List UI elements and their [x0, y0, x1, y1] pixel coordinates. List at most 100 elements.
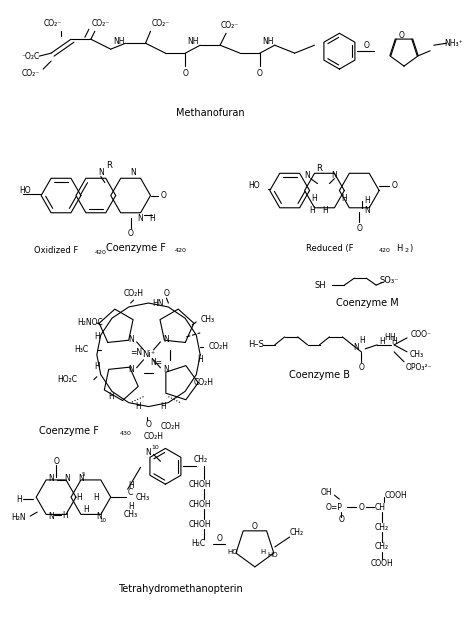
- Text: N: N: [78, 474, 84, 483]
- Text: H: H: [260, 549, 265, 555]
- Text: CHOH: CHOH: [189, 520, 211, 529]
- Text: H: H: [128, 480, 134, 490]
- Text: 5: 5: [81, 472, 85, 477]
- Text: COOH: COOH: [385, 490, 408, 500]
- Text: HO: HO: [228, 549, 238, 555]
- Text: H₂NOC: H₂NOC: [77, 318, 103, 328]
- Text: CH₂: CH₂: [375, 522, 389, 532]
- Text: H: H: [83, 505, 89, 514]
- Text: NH: NH: [262, 37, 273, 46]
- Text: ⁻O₂C: ⁻O₂C: [21, 52, 39, 61]
- Text: H: H: [150, 214, 155, 223]
- Text: N: N: [137, 214, 144, 223]
- Text: N=: N=: [150, 358, 163, 368]
- Text: CH₃: CH₃: [200, 316, 214, 324]
- Text: H: H: [389, 333, 395, 343]
- Text: Coenzyme B: Coenzyme B: [289, 369, 350, 380]
- Text: O: O: [128, 229, 134, 238]
- Text: N: N: [354, 343, 359, 353]
- Text: HO: HO: [267, 552, 278, 558]
- Text: CH₃: CH₃: [124, 510, 137, 519]
- Text: R: R: [317, 164, 322, 173]
- Text: HN: HN: [153, 298, 164, 308]
- Text: O: O: [164, 288, 169, 298]
- Text: HO: HO: [248, 181, 260, 190]
- Text: NH: NH: [113, 37, 125, 46]
- Text: H: H: [136, 402, 141, 411]
- Text: Reduced (F: Reduced (F: [306, 244, 353, 253]
- Text: CH₂: CH₂: [193, 455, 207, 464]
- Text: O: O: [161, 191, 166, 200]
- Text: N: N: [64, 474, 70, 483]
- Text: CO₂H: CO₂H: [160, 422, 181, 431]
- Text: CO₂H: CO₂H: [144, 432, 164, 441]
- Text: O: O: [399, 31, 405, 40]
- Text: CH₃: CH₃: [410, 350, 424, 359]
- Text: HO₂C: HO₂C: [57, 375, 77, 384]
- Text: =N: =N: [130, 348, 143, 358]
- Text: O: O: [356, 224, 362, 233]
- Text: H: H: [93, 493, 99, 502]
- Text: CO₂⁻: CO₂⁻: [91, 19, 110, 28]
- Text: CH₃: CH₃: [136, 493, 150, 502]
- Text: CO₂⁻: CO₂⁻: [151, 19, 170, 28]
- Text: O: O: [391, 181, 397, 190]
- Text: O: O: [338, 515, 344, 524]
- Text: O: O: [363, 41, 369, 50]
- Text: N: N: [365, 206, 370, 215]
- Text: H: H: [94, 333, 100, 341]
- Text: N: N: [98, 168, 104, 177]
- Text: Tetrahydromethanopterin: Tetrahydromethanopterin: [118, 584, 243, 594]
- Text: N: N: [48, 512, 54, 520]
- Text: CHOH: CHOH: [189, 500, 211, 509]
- Text: H: H: [379, 338, 385, 346]
- Text: O: O: [358, 363, 364, 373]
- Text: 430: 430: [120, 431, 132, 436]
- Text: SH: SH: [315, 281, 326, 290]
- Text: H: H: [76, 493, 82, 502]
- Text: N: N: [305, 171, 310, 180]
- Text: CO₂⁻: CO₂⁻: [44, 19, 62, 28]
- Text: N: N: [96, 512, 102, 520]
- Text: N: N: [131, 168, 137, 177]
- Text: NH₃⁺: NH₃⁺: [444, 39, 463, 47]
- Text: H: H: [341, 194, 347, 203]
- Text: CO₂⁻: CO₂⁻: [22, 69, 40, 77]
- Text: H: H: [161, 402, 166, 411]
- Text: CH₂: CH₂: [375, 542, 389, 552]
- Text: H: H: [128, 502, 134, 510]
- Text: 2: 2: [405, 248, 409, 253]
- Text: H: H: [62, 510, 68, 520]
- Text: O=P: O=P: [326, 502, 343, 512]
- Text: H: H: [391, 338, 397, 346]
- Text: COO⁻: COO⁻: [410, 330, 431, 339]
- Text: H: H: [384, 333, 390, 343]
- Text: O: O: [146, 420, 152, 429]
- Text: O: O: [252, 522, 258, 530]
- Text: N: N: [146, 448, 151, 457]
- Text: O: O: [53, 457, 59, 466]
- Text: H: H: [365, 196, 370, 205]
- Text: N: N: [331, 171, 337, 180]
- Text: HO: HO: [19, 186, 31, 195]
- Text: H₂C: H₂C: [191, 540, 205, 548]
- Text: 420: 420: [174, 248, 186, 253]
- Text: O: O: [257, 69, 263, 77]
- Text: H: H: [310, 206, 315, 215]
- Text: N: N: [128, 335, 134, 344]
- Text: OH: OH: [320, 488, 332, 497]
- Text: 420: 420: [378, 248, 390, 253]
- Text: COOH: COOH: [371, 559, 393, 568]
- Text: H: H: [94, 363, 100, 371]
- Text: 420: 420: [95, 250, 107, 255]
- Text: Ni⁺: Ni⁺: [142, 350, 155, 359]
- Text: CO₂⁻: CO₂⁻: [221, 21, 239, 30]
- Text: N: N: [164, 335, 169, 344]
- Text: CHOH: CHOH: [189, 480, 211, 489]
- Text: H₂N: H₂N: [11, 512, 26, 522]
- Text: Coenzyme M: Coenzyme M: [336, 298, 399, 308]
- Text: OPO₃²⁻: OPO₃²⁻: [406, 363, 432, 373]
- Text: H–S: H–S: [248, 340, 264, 349]
- Text: H: H: [16, 495, 22, 504]
- Text: H: H: [323, 206, 328, 215]
